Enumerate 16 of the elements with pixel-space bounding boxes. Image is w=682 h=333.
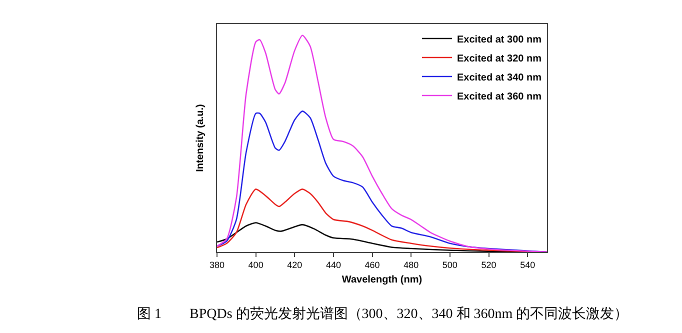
x-tick-label: 400 (248, 260, 264, 270)
x-tick-label: 380 (209, 260, 225, 270)
x-axis-title: Wavelength (nm) (342, 274, 422, 286)
x-tick-label: 440 (326, 260, 341, 270)
y-axis-title: Intensity (a.u.) (195, 104, 206, 172)
x-tick-label: 540 (520, 260, 536, 270)
legend-label: Excited at 340 nm (457, 72, 542, 84)
legend-label: Excited at 320 nm (457, 53, 542, 64)
x-tick-label: 460 (364, 260, 380, 270)
x-tick-label: 420 (287, 260, 302, 270)
x-tick-label: 520 (481, 260, 496, 270)
legend-label: Excited at 300 nm (457, 34, 542, 46)
x-tick-label: 500 (442, 260, 458, 270)
x-tick-label: 480 (404, 260, 419, 270)
caption: 图 1 BPQDs 的荧光发射光谱图（300、320、340 和 360nm 的不同波长激发） (137, 306, 628, 322)
legend-label: Excited at 360 nm (457, 91, 542, 102)
